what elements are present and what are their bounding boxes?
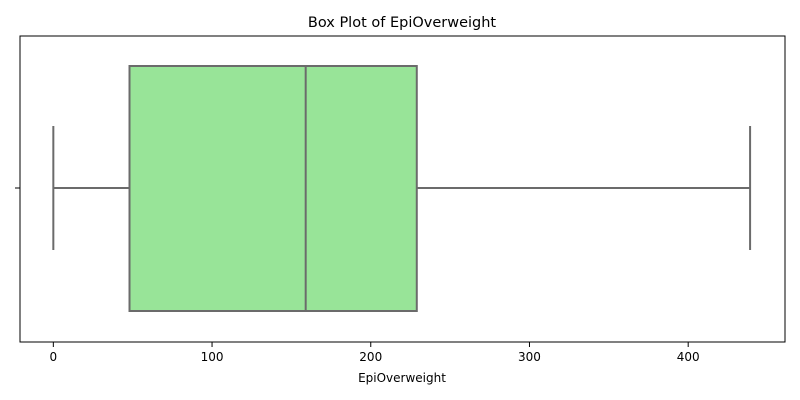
- x-tick-label: 200: [359, 350, 382, 364]
- x-tick-label: 400: [677, 350, 700, 364]
- x-axis-label: EpiOverweight: [358, 371, 446, 385]
- iqr-box: [128, 65, 418, 312]
- plot-area-frame: [19, 35, 786, 343]
- x-tick-label: 0: [50, 350, 58, 364]
- chart-title: Box Plot of EpiOverweight: [308, 15, 497, 31]
- box-group: [52, 65, 752, 312]
- x-axis-ticks: 0 100 200 300 400: [50, 342, 700, 364]
- x-tick-label: 100: [201, 350, 224, 364]
- x-tick-label: 300: [518, 350, 541, 364]
